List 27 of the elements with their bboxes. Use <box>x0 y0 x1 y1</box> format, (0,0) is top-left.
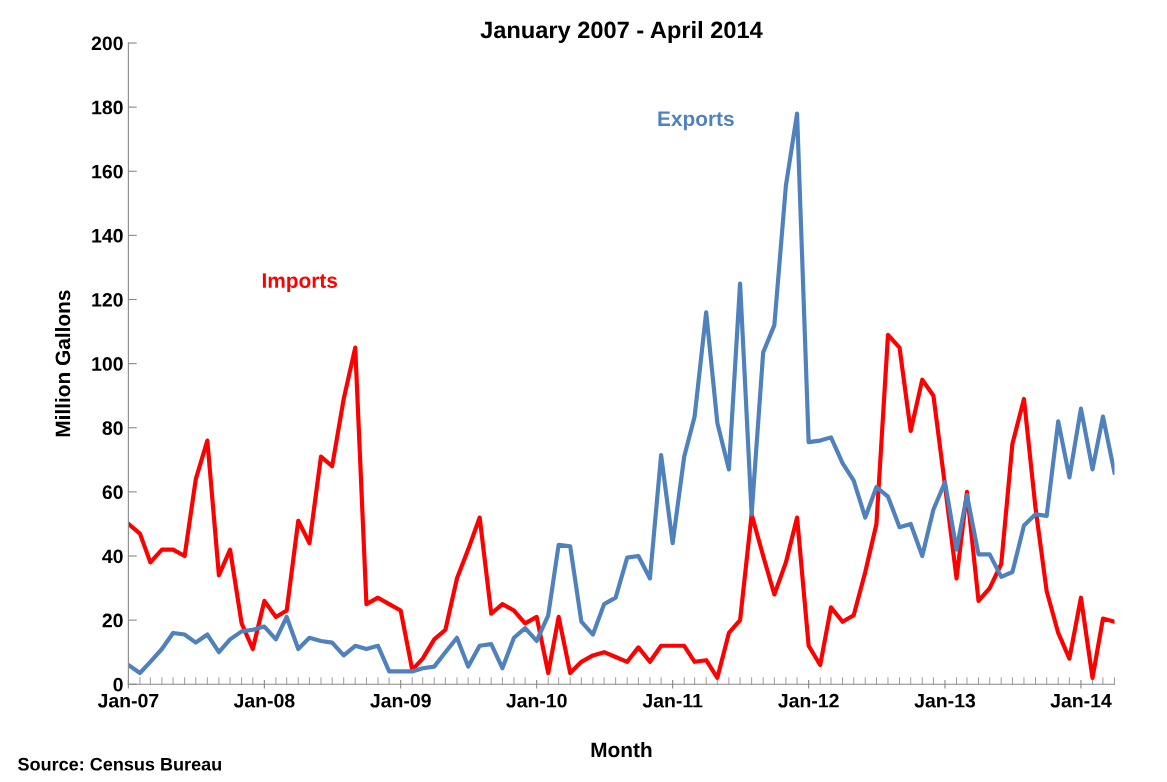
y-tick-label: 120 <box>92 292 123 307</box>
chart-title: January 2007 - April 2014 <box>480 21 763 44</box>
x-tick-label: Jan-13 <box>914 693 976 708</box>
x-tick-label: Jan-07 <box>97 693 159 708</box>
y-tick-label: 80 <box>102 421 123 435</box>
y-tick-label: 60 <box>102 485 123 500</box>
y-tick-label: 160 <box>92 164 123 179</box>
y-tick-label: 100 <box>92 357 123 371</box>
text: Exports <box>658 111 734 131</box>
y-tick-label: 20 <box>102 613 123 628</box>
y-tick-label: 140 <box>92 228 123 243</box>
x-tick-label: Jan-09 <box>370 693 431 708</box>
x-tick-label: Jan-12 <box>778 693 839 708</box>
y-tick-label: 0 <box>113 677 123 692</box>
y-tick-label: 180 <box>92 100 123 115</box>
x-tick-label: Jan-10 <box>506 693 567 708</box>
text: Imports <box>262 273 338 293</box>
x-tick-label: Jan-08 <box>233 693 295 708</box>
line-series <box>128 332 1115 680</box>
x-tick-label: Jan-14 <box>1050 693 1112 708</box>
x-axis-title: Month <box>591 741 652 758</box>
y-tick-label: 200 <box>91 36 123 51</box>
source-note: Source: Census Bureau <box>18 757 221 771</box>
x-tick-label: Jan-11 <box>642 693 703 708</box>
y-tick-label: 40 <box>102 549 123 564</box>
y-axis-title: Million Gallons <box>54 290 71 437</box>
line-series <box>128 111 1115 676</box>
